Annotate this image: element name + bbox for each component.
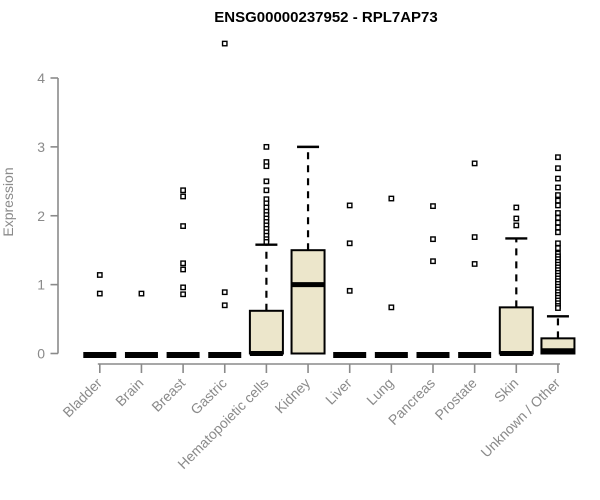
outlier-point: [555, 165, 561, 172]
outlier-point: [221, 289, 228, 296]
y-tick-label: 1: [37, 277, 45, 293]
x-tick-label: Skin: [491, 375, 522, 406]
outlier-point: [221, 40, 228, 47]
outlier-point: [555, 305, 561, 311]
boxplot-pancreas: [416, 203, 450, 358]
outlier-point: [555, 219, 561, 226]
outlier-point: [388, 195, 395, 202]
boxes: [83, 40, 576, 358]
outlier-point: [263, 187, 270, 194]
outlier-point: [555, 184, 561, 191]
outlier-point: [180, 187, 186, 194]
boxplot-bladder: [83, 272, 117, 358]
outlier-point: [471, 160, 478, 167]
boxplot-skin: [498, 204, 534, 356]
outlier-point: [471, 234, 478, 241]
outlier-point: [513, 204, 520, 211]
outlier-point: [138, 290, 145, 297]
outlier-point: [555, 175, 561, 182]
outlier-point: [555, 224, 561, 231]
boxplot-liver: [333, 202, 367, 358]
x-tick-label: Unknown / Other: [477, 375, 563, 461]
y-axis-title: Expression: [0, 167, 16, 236]
outlier-point: [555, 202, 561, 209]
outlier-point: [555, 192, 561, 198]
boxplot-gastric: [208, 40, 242, 358]
y-tick-label: 2: [37, 208, 45, 224]
outlier-point: [513, 222, 520, 229]
outlier-point: [430, 236, 436, 243]
boxplot-lung: [374, 195, 408, 358]
boxplot-prostate: [458, 160, 492, 358]
outlier-point: [346, 240, 353, 247]
iqr-box: [498, 306, 534, 355]
outlier-point: [180, 291, 186, 298]
outlier-point: [263, 163, 270, 170]
x-tick-label: Breast: [148, 375, 188, 415]
outlier-point: [430, 203, 436, 210]
outlier-point: [555, 229, 561, 236]
outlier-point: [346, 287, 353, 294]
outlier-point: [555, 197, 561, 204]
boxplot-kidney: [290, 145, 326, 355]
outlier-point: [263, 239, 270, 245]
outlier-point: [513, 215, 520, 222]
outlier-point: [263, 143, 270, 150]
x-tick-label: Prostate: [432, 375, 480, 423]
outlier-point: [180, 266, 186, 273]
outlier-point: [555, 154, 561, 161]
outlier-point: [263, 178, 270, 185]
x-tick-label: Liver: [322, 375, 355, 408]
outlier-point: [471, 261, 478, 267]
outlier-point: [555, 214, 561, 221]
outlier-point: [180, 260, 186, 267]
boxplot-unknown-other: [540, 154, 576, 355]
boxplot-hematopoietic-cells: [248, 143, 284, 356]
outlier-point: [555, 210, 561, 216]
boxplot-breast: [166, 187, 200, 358]
outlier-point: [555, 245, 561, 252]
outlier-point: [180, 193, 186, 200]
boxplot-brain: [124, 290, 158, 358]
iqr-box: [290, 249, 326, 355]
outlier-point: [346, 202, 353, 209]
chart-title: ENSG00000237952 - RPL7AP73: [214, 9, 437, 26]
iqr-box: [248, 309, 284, 355]
outlier-point: [180, 284, 186, 291]
x-tick-label: Brain: [112, 375, 146, 409]
y-tick-label: 0: [37, 346, 45, 362]
outlier-point: [430, 258, 436, 265]
outlier-point: [388, 304, 395, 311]
outlier-point: [555, 240, 561, 247]
outlier-point: [221, 302, 228, 309]
x-tick-label: Bladder: [59, 375, 105, 421]
outlier-point: [96, 290, 103, 297]
y-tick-label: 4: [37, 70, 45, 86]
x-tick-label: Lung: [363, 375, 396, 408]
outlier-point: [180, 223, 186, 229]
y-tick-label: 3: [37, 139, 45, 155]
x-tick-label: Kidney: [272, 375, 314, 417]
outlier-point: [96, 272, 103, 278]
